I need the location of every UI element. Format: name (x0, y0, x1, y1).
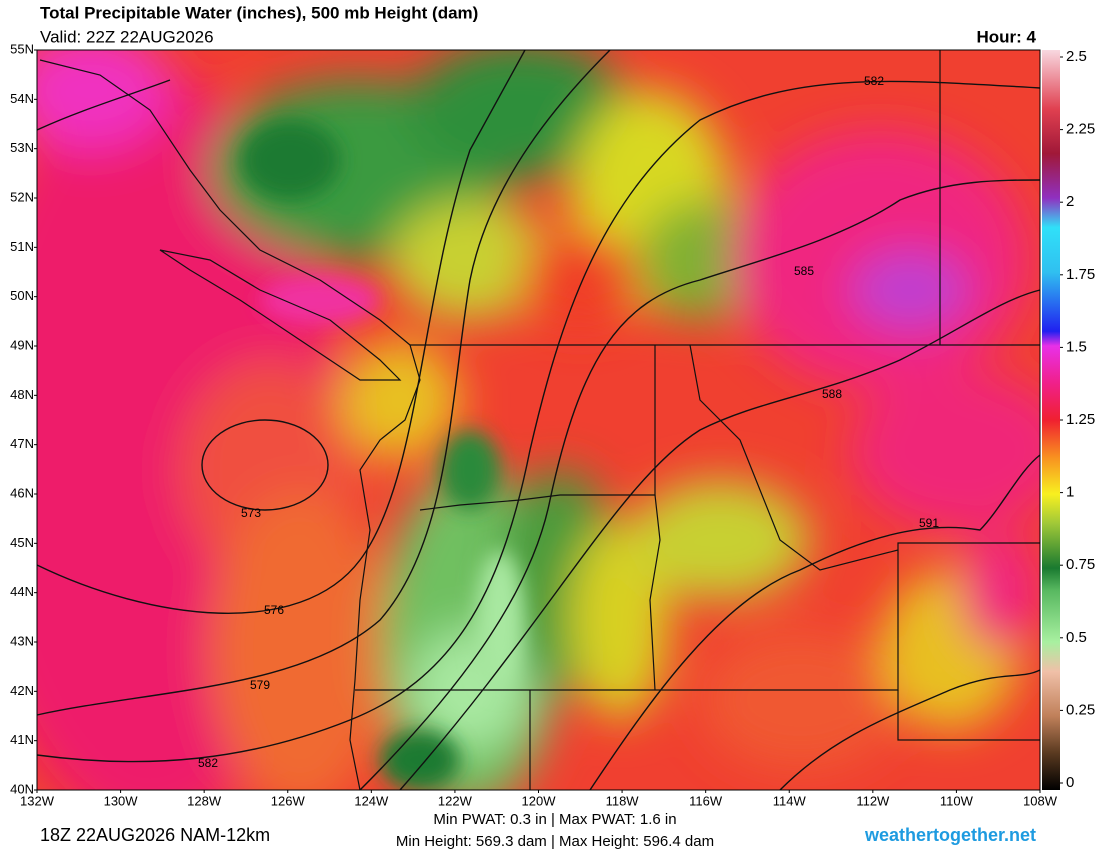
borders (39, 50, 1040, 791)
colorbar-label: 2.25 (1066, 121, 1095, 138)
contour-label: 573 (241, 506, 261, 520)
lon-label: 110W (940, 793, 974, 808)
lon-label: 120W (522, 793, 557, 808)
height-range: Min Height: 569.3 dam | Max Height: 596.… (396, 833, 714, 850)
contour-labels: 573 576 579 582 582 585 588 591 (198, 74, 939, 770)
model-run: 18Z 22AUG2026 NAM-12km (40, 825, 270, 845)
contour-label: 588 (822, 387, 842, 401)
lat-label: 44N (10, 584, 34, 599)
colorbar (1042, 50, 1060, 790)
axes: 55N 54N 53N 52N 51N 50N 49N 48N 47N 46N 45N 44N 43N 4… (10, 41, 1095, 808)
forecast-hour: Hour: 4 (977, 27, 1037, 46)
colorbar-label: 2 (1066, 193, 1074, 210)
colorbar-label: 2.5 (1066, 48, 1087, 65)
lon-label: 116W (689, 793, 723, 808)
lon-label: 124W (354, 793, 389, 808)
lon-label: 126W (271, 793, 306, 808)
contour-label: 582 (864, 74, 884, 88)
contour-label: 582 (198, 756, 218, 770)
height-contours (36, 49, 1041, 791)
lat-label: 51N (10, 239, 34, 254)
lon-label: 114W (773, 793, 807, 808)
colorbar-label: 1 (1066, 484, 1074, 501)
contour-label: 585 (794, 264, 814, 278)
lat-label: 41N (10, 732, 34, 747)
lon-label: 130W (104, 793, 139, 808)
lat-label: 42N (10, 683, 34, 698)
contour-label: 579 (250, 678, 270, 692)
lat-label: 53N (10, 140, 34, 155)
contour-label: 576 (264, 603, 284, 617)
lat-label: 55N (10, 41, 34, 56)
valid-time: Valid: 22Z 22AUG2026 (40, 27, 214, 46)
colorbar-label: 0.25 (1066, 701, 1095, 718)
lat-label: 54N (10, 91, 34, 106)
lat-label: 45N (10, 535, 34, 550)
lat-label: 48N (10, 387, 34, 402)
colorbar-label: 0.75 (1066, 556, 1095, 573)
lat-label: 47N (10, 436, 34, 451)
lon-label: 118W (606, 793, 640, 808)
lat-label: 40N (10, 781, 34, 796)
title: Total Precipitable Water (inches), 500 m… (40, 3, 478, 22)
lon-label: 108W (1023, 793, 1058, 808)
colorbar-label: 1.75 (1066, 266, 1095, 283)
lon-label: 128W (187, 793, 222, 808)
lat-label: 46N (10, 485, 34, 500)
colorbar-label: 1.5 (1066, 338, 1087, 355)
lat-label: 49N (10, 337, 34, 352)
colorbar-label: 0 (1066, 774, 1074, 791)
lat-label: 43N (10, 633, 34, 648)
lat-label: 50N (10, 288, 34, 303)
lon-label: 112W (856, 793, 890, 808)
lon-label: 122W (438, 793, 473, 808)
lon-label: 132W (20, 793, 55, 808)
lat-label: 52N (10, 189, 34, 204)
site-link[interactable]: weathertogether.net (864, 825, 1036, 845)
colorbar-label: 1.25 (1066, 411, 1095, 428)
colorbar-label: 0.5 (1066, 629, 1087, 646)
pwat-range: Min PWAT: 0.3 in | Max PWAT: 1.6 in (433, 811, 676, 828)
contour-label: 591 (919, 516, 939, 530)
